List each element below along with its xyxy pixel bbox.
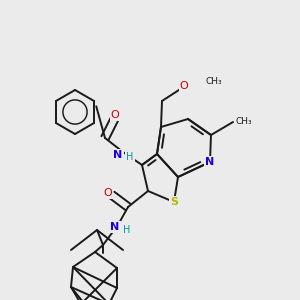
Text: O: O xyxy=(111,110,119,120)
Text: CH₃: CH₃ xyxy=(205,77,222,86)
Text: O: O xyxy=(180,81,188,91)
Text: N: N xyxy=(110,222,120,232)
Text: N: N xyxy=(206,157,214,167)
Text: N: N xyxy=(113,150,123,160)
Text: O: O xyxy=(103,188,112,198)
Text: H: H xyxy=(126,152,134,162)
Text: H: H xyxy=(123,225,131,235)
Text: CH₃: CH₃ xyxy=(235,118,252,127)
Text: S: S xyxy=(170,197,178,207)
